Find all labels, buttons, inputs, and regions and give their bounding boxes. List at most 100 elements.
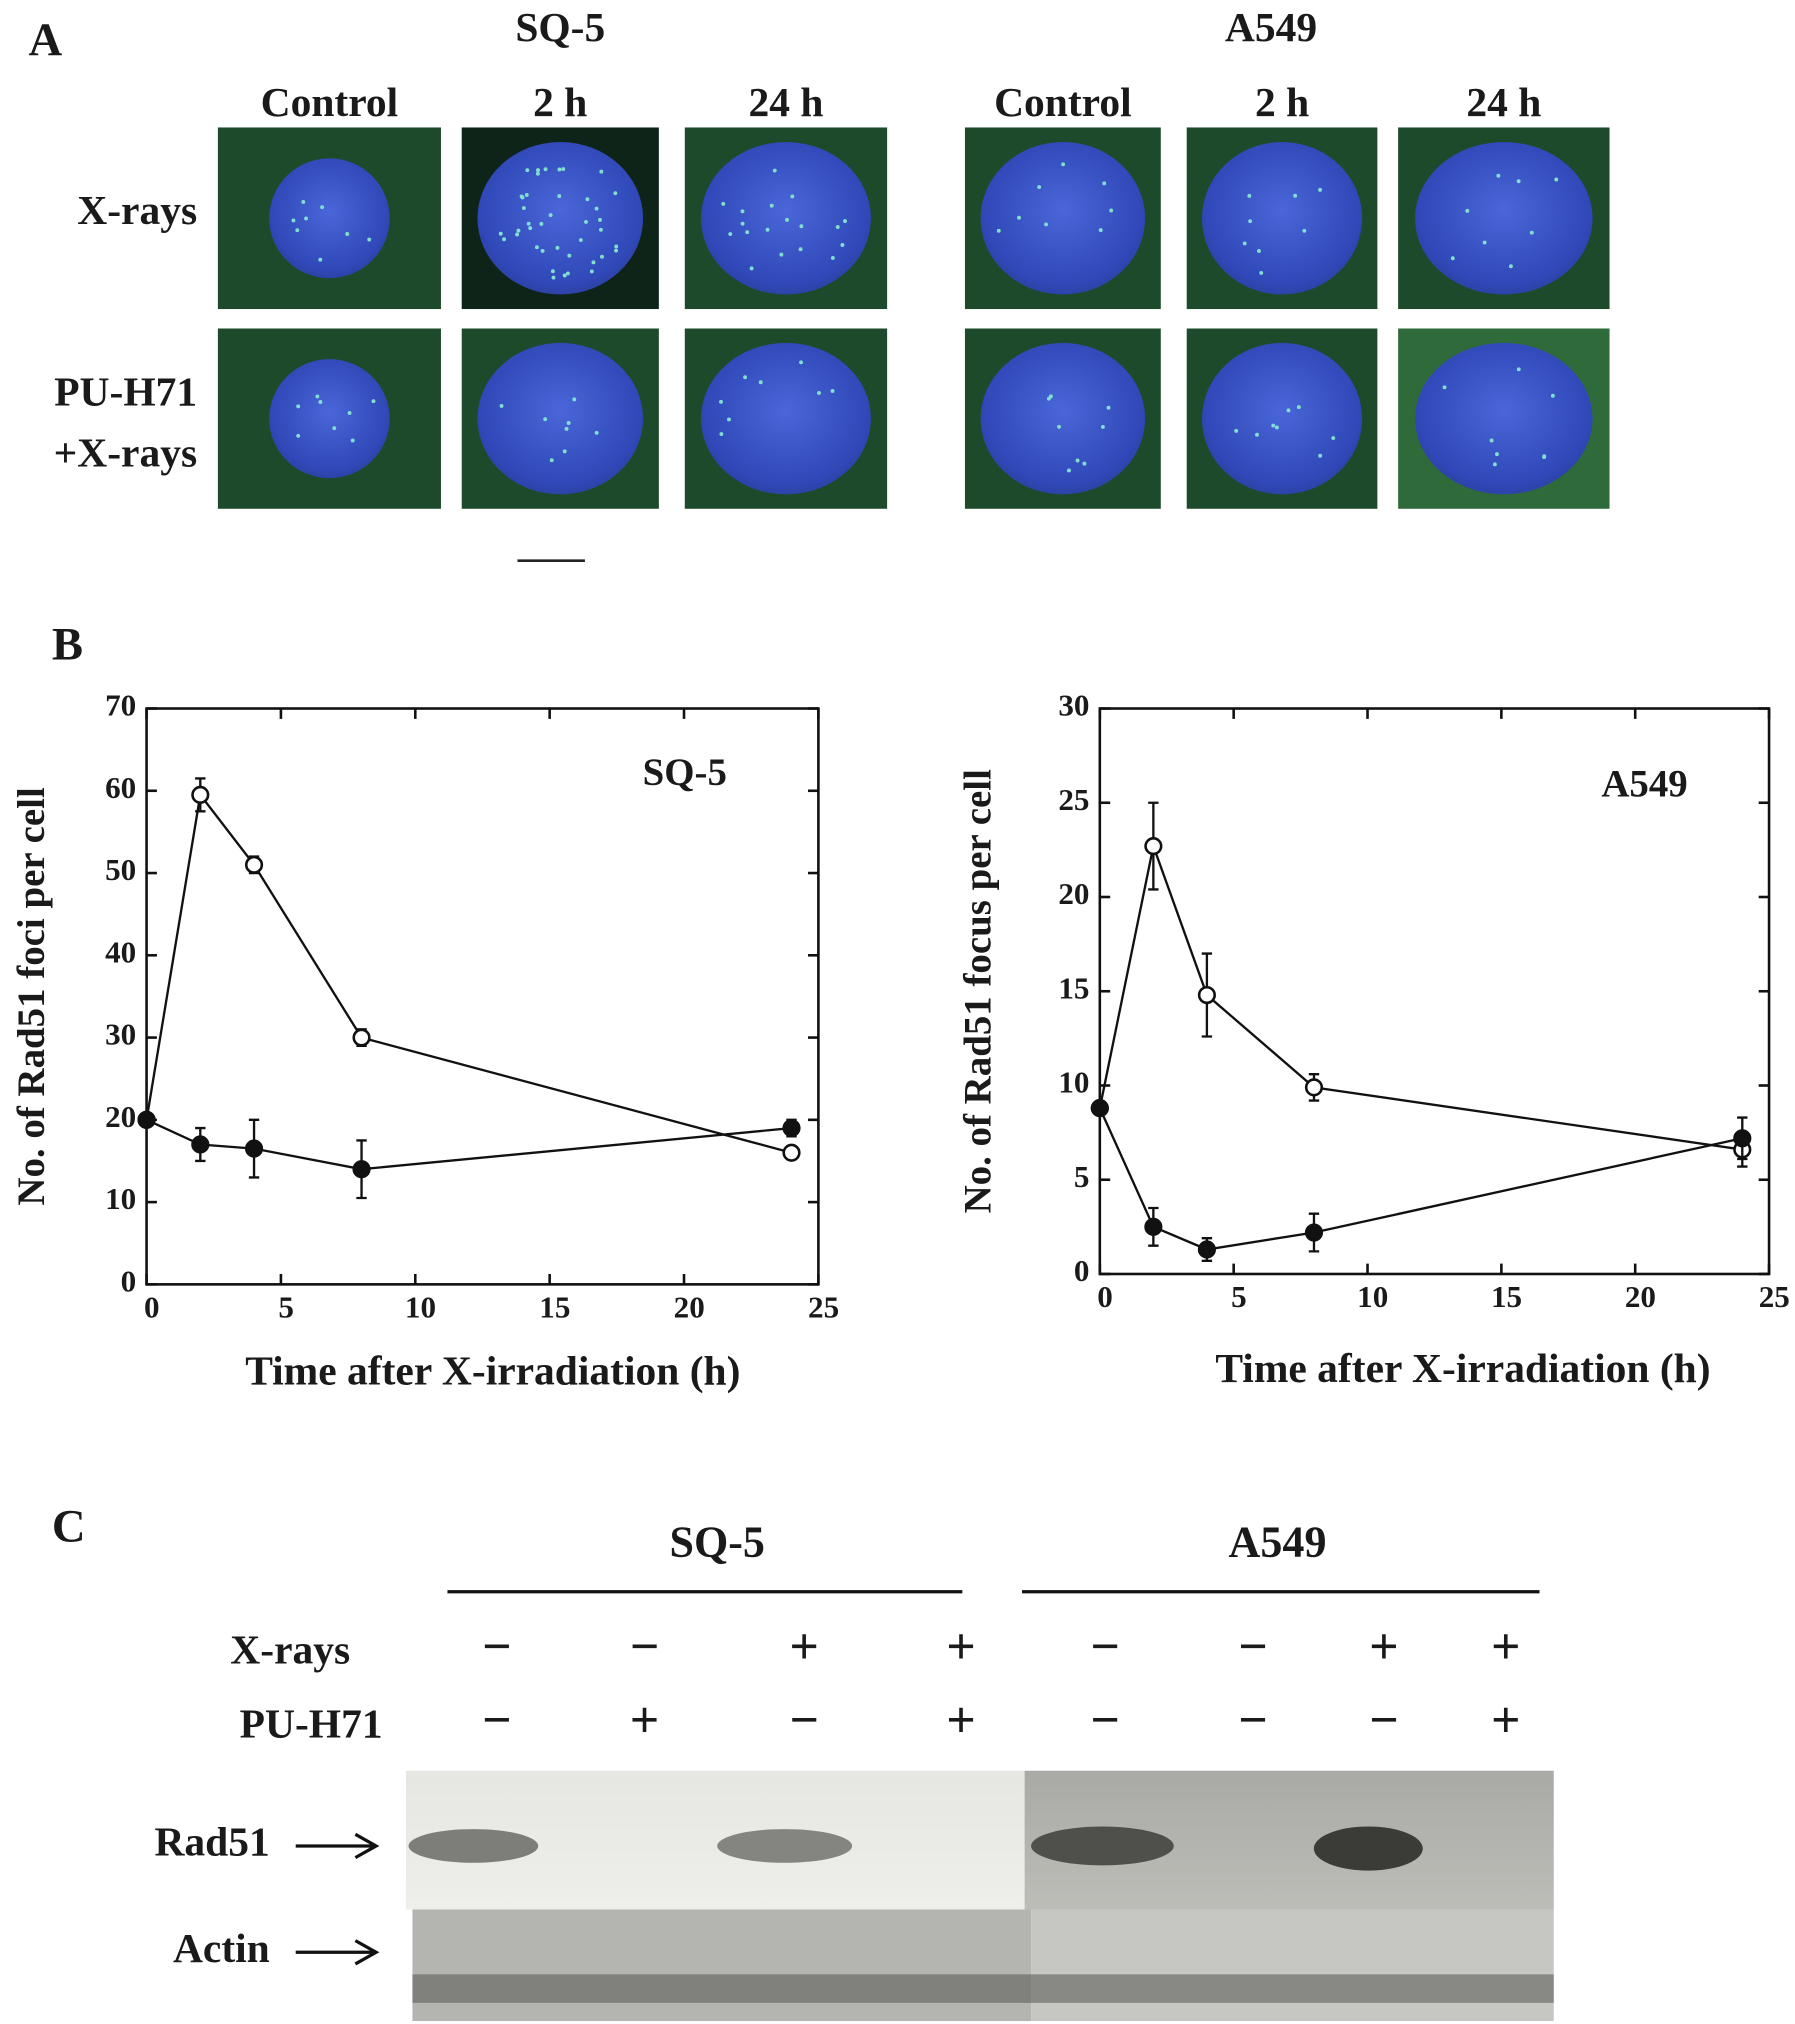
- column-label: Control: [261, 79, 399, 125]
- focus: [557, 167, 562, 172]
- focus: [557, 194, 562, 199]
- focus: [345, 232, 350, 236]
- treatment-sign: −: [1369, 1692, 1399, 1749]
- focus: [719, 432, 724, 436]
- column-label: 24 h: [748, 79, 823, 125]
- y-tick-label: 60: [105, 770, 136, 805]
- focus: [565, 271, 570, 276]
- blot-label: Rad51: [154, 1818, 269, 1864]
- focus: [555, 245, 560, 250]
- treatment-sign: +: [1491, 1618, 1521, 1675]
- y-axis-label: No. of Rad51 focus per cell: [957, 769, 1000, 1214]
- focus: [830, 255, 835, 260]
- treatment-sign: −: [1238, 1618, 1268, 1675]
- focus: [499, 403, 504, 408]
- annotation: A549: [1601, 763, 1687, 806]
- treatment-sign: −: [482, 1618, 512, 1675]
- focus: [548, 213, 553, 218]
- treatment-sign: +: [946, 1618, 976, 1675]
- focus: [540, 248, 545, 253]
- blot-label: Actin: [173, 1925, 270, 1971]
- focus: [727, 417, 731, 422]
- panel-label: A: [29, 14, 63, 66]
- focus: [600, 254, 604, 259]
- x-tick-label: 0: [144, 1289, 160, 1324]
- focus: [835, 225, 840, 229]
- y-tick-label: 0: [121, 1264, 137, 1299]
- plot-frame: [145, 707, 820, 1286]
- blot-region: [1031, 1909, 1554, 2022]
- treatment-sign: −: [630, 1618, 660, 1675]
- x-axis-label: Time after X-irradiation (h): [245, 1348, 740, 1395]
- x-tick-label: 5: [1231, 1279, 1247, 1314]
- focus: [799, 360, 804, 365]
- data-point: [1304, 1223, 1324, 1242]
- focus: [291, 218, 296, 223]
- focus: [1516, 179, 1521, 184]
- focus: [589, 269, 594, 274]
- cell-line-label: A549: [1225, 4, 1317, 50]
- focus: [721, 201, 726, 206]
- focus: [524, 193, 529, 197]
- focus: [543, 417, 548, 422]
- focus: [528, 226, 533, 231]
- band: [412, 1974, 1554, 2003]
- focus: [996, 228, 1001, 233]
- data-point: [1144, 1217, 1163, 1236]
- focus: [1259, 270, 1264, 275]
- focus: [790, 194, 795, 199]
- focus: [526, 221, 531, 226]
- focus: [1450, 256, 1455, 261]
- focus: [1318, 187, 1322, 192]
- focus: [1496, 173, 1501, 178]
- x-tick-label: 25: [808, 1289, 839, 1324]
- x-tick-label: 20: [674, 1289, 705, 1324]
- focus: [1067, 468, 1071, 473]
- y-tick-label: 25: [1058, 782, 1089, 817]
- x-tick-label: 5: [278, 1289, 294, 1324]
- blot-region: [412, 1909, 1032, 2022]
- x-tick-label: 15: [539, 1289, 570, 1324]
- focus: [350, 438, 355, 443]
- y-tick-label: 40: [105, 934, 136, 969]
- focus: [779, 252, 784, 257]
- focus: [578, 238, 583, 242]
- focus: [498, 231, 503, 236]
- nucleus: [980, 342, 1146, 495]
- row-label: PU-H71: [54, 368, 197, 414]
- focus: [347, 411, 352, 415]
- focus: [785, 217, 789, 222]
- focus: [817, 391, 821, 395]
- data-point: [1090, 1099, 1109, 1118]
- focus: [1075, 458, 1080, 463]
- focus: [371, 399, 376, 404]
- column-label: 2 h: [533, 79, 587, 125]
- focus: [740, 221, 745, 226]
- treatment-sign: −: [1090, 1692, 1120, 1749]
- nucleus: [477, 141, 644, 295]
- focus: [562, 273, 567, 278]
- focus: [1302, 228, 1307, 233]
- treatment-sign: −: [789, 1692, 819, 1749]
- treatment-sign: +: [1491, 1692, 1521, 1749]
- row-label: X-rays: [230, 1627, 350, 1673]
- treatment-sign: −: [482, 1692, 512, 1749]
- focus: [535, 171, 540, 176]
- focus: [566, 421, 571, 425]
- focus: [614, 244, 619, 249]
- focus: [536, 168, 540, 173]
- row-label: PU-H71: [240, 1700, 383, 1746]
- row-label: X-rays: [77, 187, 197, 233]
- column-label: Control: [994, 79, 1132, 125]
- y-axis-label: No. of Rad51 foci per cell: [10, 787, 53, 1206]
- focus: [1044, 222, 1048, 227]
- focus: [745, 230, 750, 235]
- focus: [1442, 385, 1447, 390]
- focus: [1017, 215, 1021, 220]
- focus: [564, 426, 569, 431]
- focus: [296, 404, 301, 409]
- nucleus: [1201, 342, 1363, 495]
- y-tick-label: 10: [105, 1181, 136, 1216]
- focus: [1061, 162, 1066, 167]
